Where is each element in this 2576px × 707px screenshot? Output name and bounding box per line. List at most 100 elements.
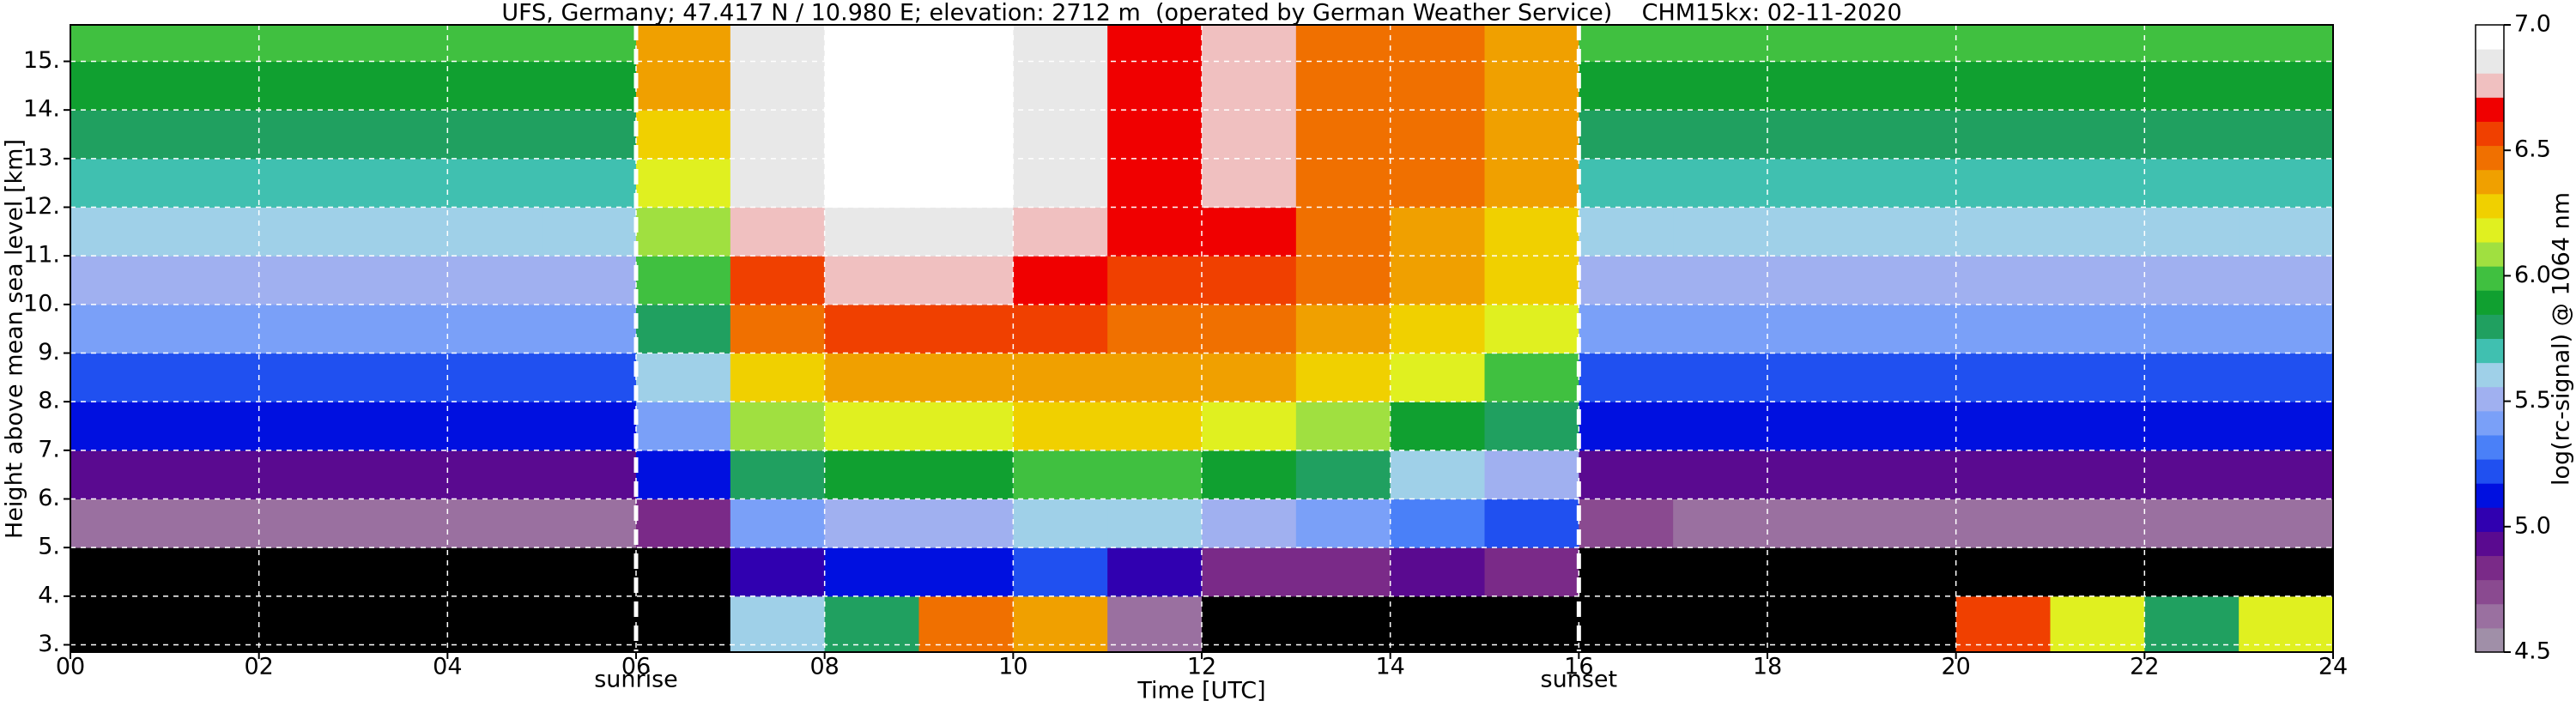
heatmap-cell [918, 450, 1014, 499]
heatmap-cell [1295, 547, 1391, 597]
heatmap-cell [1955, 547, 2051, 597]
heatmap-cell [258, 207, 354, 257]
heatmap-cell [824, 25, 919, 62]
heatmap-cell [164, 499, 260, 548]
heatmap-cell [1767, 110, 1863, 160]
heatmap-cell [1861, 158, 1957, 208]
heatmap-cell [164, 256, 260, 305]
heatmap-cell [1013, 61, 1108, 111]
heatmap-cell [1767, 402, 1863, 451]
heatmap-cell [1767, 61, 1863, 111]
heatmap-cell [1390, 158, 1485, 208]
heatmap-cell [1013, 595, 1108, 653]
heatmap-cell [2144, 61, 2240, 111]
heatmap-cell [824, 402, 919, 451]
heatmap-cell [258, 353, 354, 402]
heatmap-cell [542, 402, 637, 451]
heatmap-cell [1767, 353, 1863, 402]
heatmap-cell [1673, 110, 1768, 160]
heatmap-cell [1955, 499, 2051, 548]
heatmap-cell [1861, 256, 1957, 305]
heatmap-cell [1673, 256, 1768, 305]
heatmap-cell [1202, 25, 1297, 62]
chart-title: UFS, Germany; 47.417 N / 10.980 E; eleva… [501, 0, 1901, 27]
heatmap-cell [730, 595, 826, 653]
heatmap-cell [1390, 499, 1485, 548]
heatmap-cell [730, 450, 826, 499]
heatmap-cell [164, 450, 260, 499]
heatmap-cell [70, 499, 166, 548]
heatmap-cell [824, 450, 919, 499]
heatmap-cell [1673, 158, 1768, 208]
heatmap-cell [1484, 25, 1579, 62]
heatmap-cell [636, 61, 731, 111]
heatmap-cell [730, 353, 826, 402]
heatmap-cell [2239, 110, 2334, 160]
heatmap-cell [2239, 207, 2334, 257]
heatmap-cell [1295, 207, 1391, 257]
heatmap-cell [1107, 499, 1203, 548]
heatmap-cell [730, 207, 826, 257]
heatmap-cell [1013, 547, 1108, 597]
heatmap-cell [1579, 110, 1674, 160]
heatmap-cell [1579, 207, 1674, 257]
heatmap-cell [1013, 110, 1108, 160]
heatmap-cell [730, 158, 826, 208]
colorbar-frame [2475, 24, 2505, 653]
colorbar-segment [2476, 73, 2504, 98]
heatmap-cell [70, 207, 166, 257]
heatmap-cell [1295, 256, 1391, 305]
heatmap-cell [1861, 499, 1957, 548]
heatmap-cell [1861, 110, 1957, 160]
heatmap-cell [1767, 158, 1863, 208]
heatmap-cell [2050, 110, 2145, 160]
heatmap-cell [1579, 353, 1674, 402]
colorbar-segment [2476, 627, 2504, 653]
heatmap-cell [1861, 353, 1957, 402]
heatmap-cell [353, 353, 448, 402]
heatmap-cell [1861, 207, 1957, 257]
heatmap-cell [1484, 595, 1579, 653]
heatmap-cell [447, 450, 542, 499]
heatmap-cell [1955, 25, 2051, 62]
y-tick-label: 5. [38, 534, 60, 560]
heatmap-cell [824, 353, 919, 402]
heatmap-cell [164, 158, 260, 208]
heatmap-cell [730, 110, 826, 160]
heatmap-cell [1955, 353, 2051, 402]
heatmap-cell [824, 158, 919, 208]
heatmap-cell [1955, 595, 2051, 653]
heatmap-cell [824, 110, 919, 160]
heatmap-cell [1673, 61, 1768, 111]
heatmap-cell [258, 110, 354, 160]
heatmap-cell [2050, 256, 2145, 305]
heatmap-cell [353, 547, 448, 597]
heatmap-cell [447, 353, 542, 402]
colorbar-segment [2476, 459, 2504, 484]
heatmap-cell [1202, 402, 1297, 451]
heatmap-cell [447, 25, 542, 62]
heatmap-cell [1579, 450, 1674, 499]
heatmap-cell [1390, 256, 1485, 305]
colorbar-segment [2476, 507, 2504, 532]
heatmap-cell [2144, 207, 2240, 257]
colorbar-segment [2476, 121, 2504, 147]
heatmap-cell [1202, 158, 1297, 208]
y-axis-label: Height above mean sea level [km] [2, 139, 28, 539]
colorbar-segment [2476, 555, 2504, 581]
heatmap-cell [1295, 304, 1391, 354]
heatmap-cell [2239, 402, 2334, 451]
y-tick-label: 10. [23, 290, 60, 317]
heatmap-cell [1013, 158, 1108, 208]
colorbar-segment [2476, 97, 2504, 122]
heatmap-cell [1295, 158, 1391, 208]
heatmap-cell [164, 595, 260, 653]
colorbar-segment [2476, 25, 2504, 50]
y-tick-label: 6. [38, 485, 60, 511]
heatmap-cell [1579, 158, 1674, 208]
heatmap-cell [258, 402, 354, 451]
heatmap-cell [918, 25, 1014, 62]
heatmap-cell [636, 547, 731, 597]
heatmap-cell [447, 547, 542, 597]
heatmap-cell [1673, 595, 1768, 653]
